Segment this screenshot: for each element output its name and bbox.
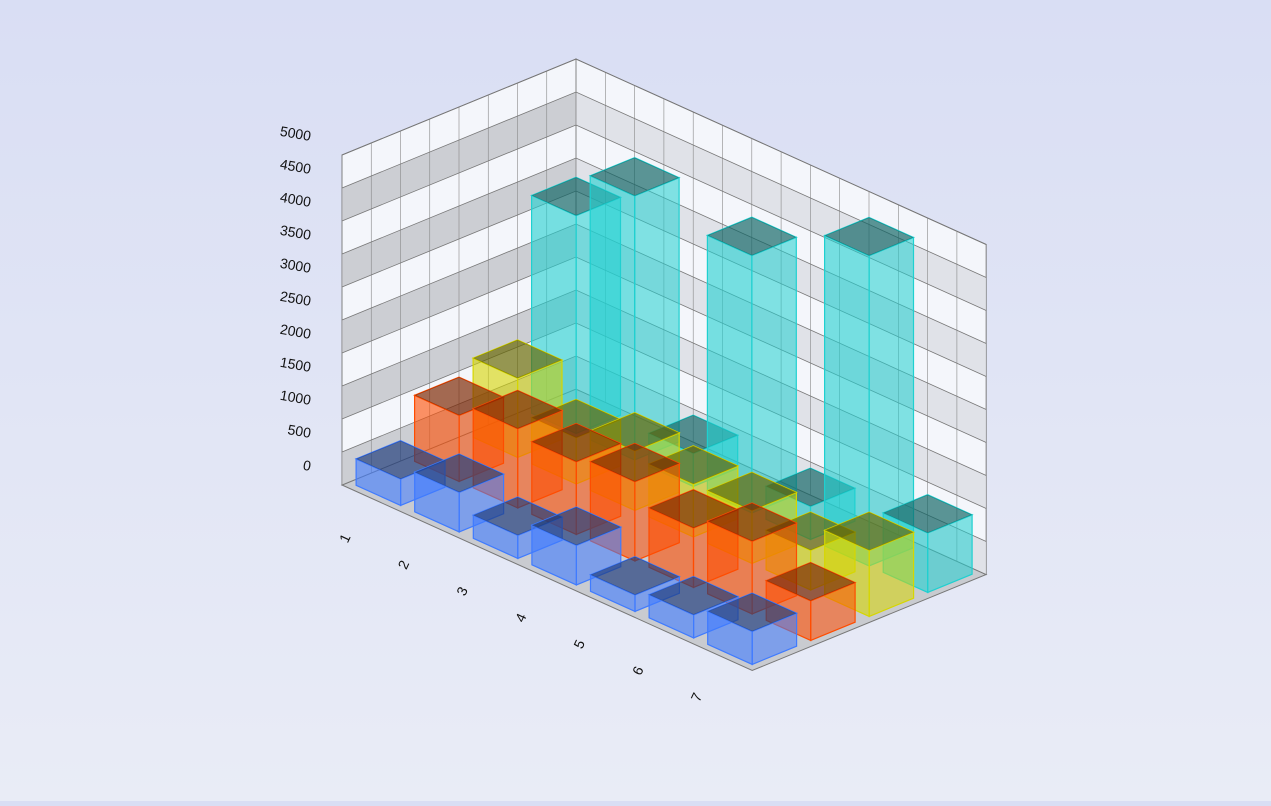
- bar-top: [588, 442, 681, 483]
- x-tick-label: 1: [336, 531, 354, 545]
- bar: [588, 156, 681, 461]
- bar-top: [705, 471, 798, 512]
- bar-top-shade: [590, 412, 680, 451]
- bar-top-shade: [707, 472, 797, 511]
- grid-line: [341, 58, 987, 245]
- y-tick-label: 1500: [279, 354, 313, 375]
- bar-top-shade: [648, 445, 738, 485]
- bar: [823, 511, 916, 618]
- bar-top: [764, 561, 857, 602]
- grid-line: [341, 91, 987, 278]
- bar-top-shade: [707, 503, 797, 542]
- bar-top-shade: [824, 217, 914, 256]
- x-tick-label: 3: [453, 584, 471, 598]
- bar-top-shade: [590, 157, 680, 196]
- bar: [705, 216, 798, 514]
- bar-top-shade: [531, 423, 621, 462]
- y-tick-label: 0: [302, 457, 313, 474]
- bar-top-shade: [414, 454, 504, 493]
- y-tick-label: 5000: [279, 123, 313, 144]
- y-tick-label: 500: [286, 421, 312, 441]
- y-tick-label: 1000: [279, 387, 313, 408]
- bar-top: [588, 555, 681, 596]
- bar: [823, 216, 916, 567]
- bar: [706, 592, 799, 666]
- x-tick-label: 5: [570, 637, 588, 651]
- bar-top: [413, 453, 506, 493]
- bar-top: [881, 494, 974, 534]
- y-tick-label: 3000: [279, 255, 313, 276]
- bar-top: [471, 389, 564, 430]
- bar-top: [588, 156, 681, 197]
- y-tick-label: 3500: [279, 222, 313, 243]
- x-tick-label: 2: [394, 558, 412, 572]
- y-tick-label: 4500: [279, 156, 313, 177]
- bar-top: [706, 502, 799, 542]
- bar-top: [530, 506, 623, 546]
- x-tick-label: 4: [512, 611, 530, 625]
- bar-top-shade: [707, 593, 797, 632]
- bar-top-shade: [707, 217, 797, 256]
- bar-top-shade: [766, 562, 856, 601]
- bar-top-shade: [473, 339, 562, 379]
- bar-top: [823, 216, 916, 257]
- bar-top: [823, 511, 916, 552]
- x-tick-label: 6: [629, 664, 647, 678]
- bar-top: [471, 339, 564, 379]
- bar-top: [705, 216, 798, 257]
- bar-top-shade: [590, 556, 680, 595]
- bar-top-shade: [824, 512, 914, 551]
- y-tick-label: 2500: [279, 288, 313, 309]
- bar-top-shade: [649, 576, 738, 615]
- bar-top-shade: [590, 443, 680, 482]
- bar-top: [530, 422, 623, 463]
- y-tick-label: 2000: [279, 321, 313, 342]
- bar-top-shade: [883, 494, 973, 533]
- x-tick-label: 7: [687, 690, 705, 704]
- bar-top: [647, 575, 740, 616]
- bar-right: [751, 236, 797, 514]
- bar-top: [706, 592, 799, 633]
- y-tick-label: 4000: [279, 189, 313, 210]
- bar-top-shade: [531, 507, 621, 546]
- bar-top-shade: [473, 390, 563, 429]
